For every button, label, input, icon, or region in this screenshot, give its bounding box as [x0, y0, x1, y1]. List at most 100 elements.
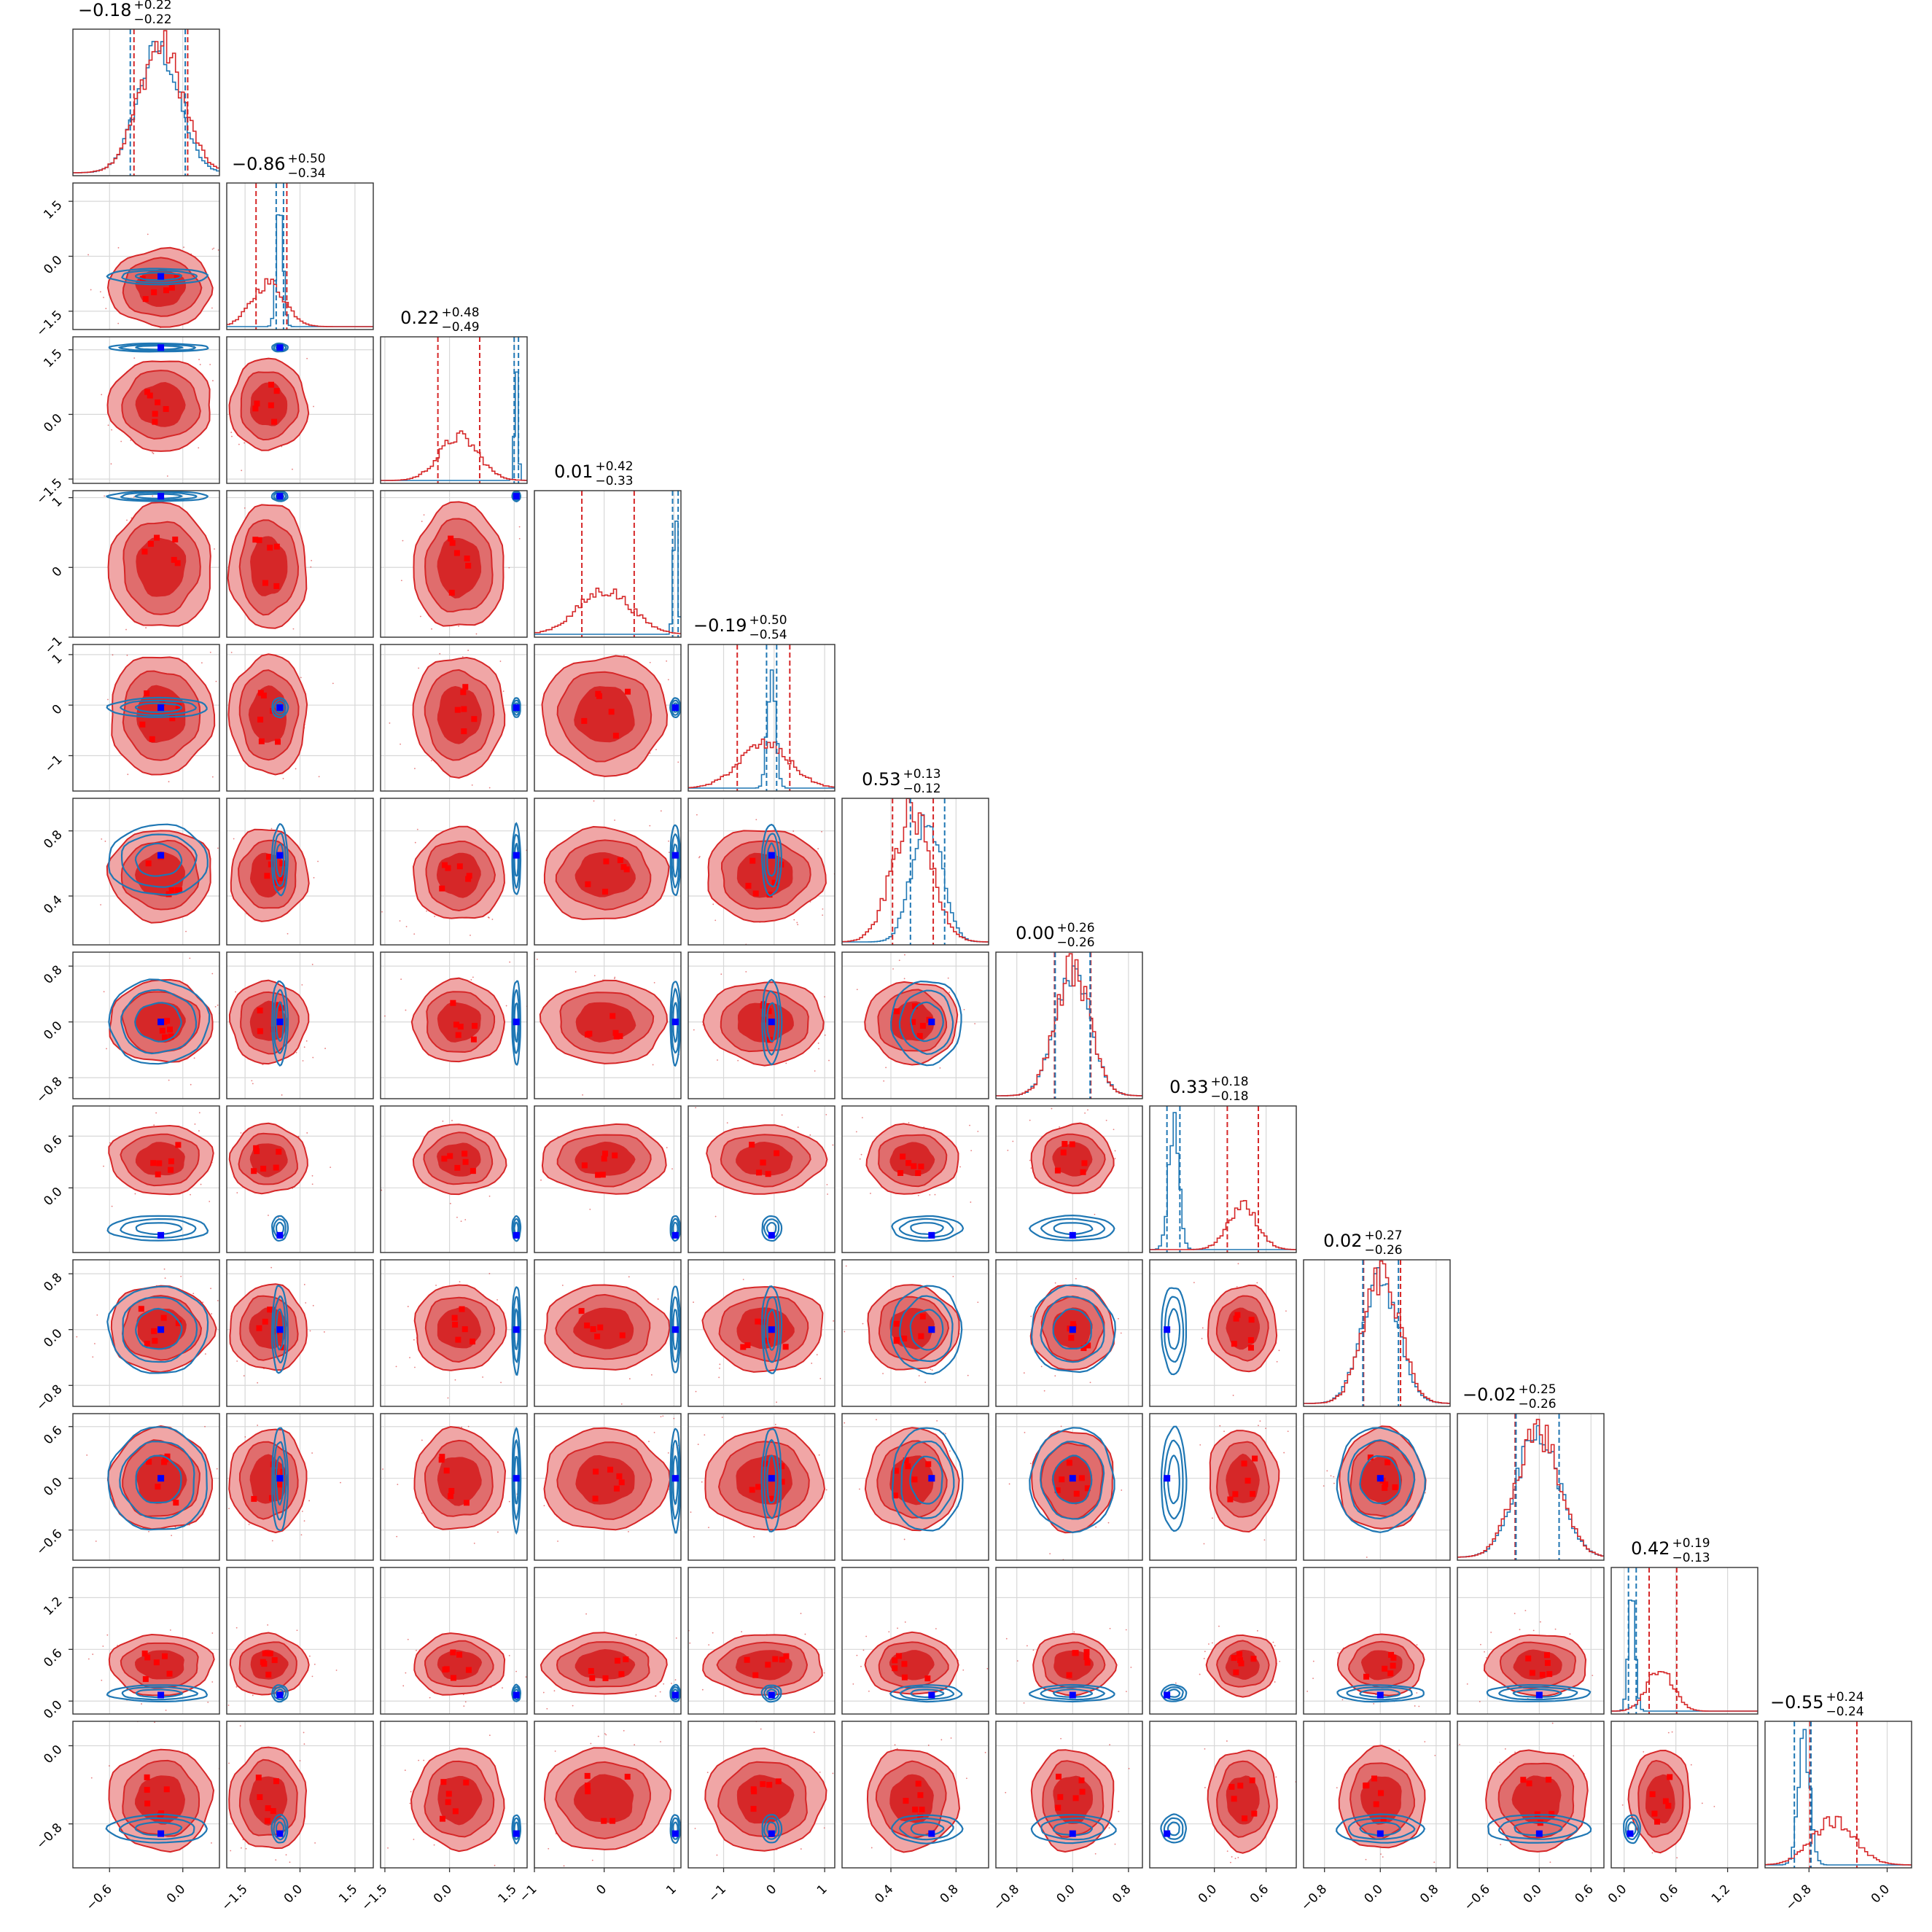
blue-contour [511, 697, 521, 718]
sample-dot [103, 297, 104, 298]
sample-dot [876, 1245, 878, 1247]
red-square-marker [609, 1013, 616, 1019]
sample-dot [461, 1426, 463, 1428]
sample-dot [824, 1034, 826, 1036]
sample-dot [1060, 1425, 1062, 1427]
contour-frame [72, 490, 220, 638]
contour-panel [995, 1259, 1143, 1407]
x-tick-label: −1.5 [359, 1882, 390, 1913]
contour-panel [380, 798, 528, 946]
red-square-marker [260, 692, 267, 698]
sample-dot [185, 930, 187, 932]
red-square-marker [160, 1314, 167, 1321]
sample-dot [400, 978, 402, 981]
panel-title-lower-error: −0.13 [1672, 1551, 1710, 1565]
red-square-marker [618, 1671, 625, 1678]
blue-square-marker [513, 493, 520, 500]
sample-dot [300, 677, 302, 679]
sample-dot [1130, 1667, 1132, 1668]
sample-dot [211, 248, 214, 250]
histogram-frame [1610, 1567, 1758, 1715]
blue-square-marker [768, 1326, 775, 1333]
blue-contour [134, 1821, 183, 1836]
sample-dot [243, 655, 244, 657]
blue-square-marker [1376, 1691, 1384, 1699]
blue-contour [760, 823, 783, 897]
sample-dot [572, 1705, 574, 1707]
sample-dot [198, 1130, 200, 1131]
sample-dot [204, 1425, 206, 1427]
sample-dot [152, 453, 155, 454]
sample-dot [257, 1095, 259, 1097]
blue-histogram [996, 965, 1142, 1097]
blue-contour [271, 342, 289, 353]
sample-dot [819, 1453, 820, 1454]
red-contour-core [437, 1306, 481, 1349]
sample-dot [209, 1459, 211, 1460]
sample-dot [311, 963, 313, 965]
sample-dot [1278, 1349, 1280, 1352]
blue-square-marker [671, 704, 679, 712]
y-tick-label: 1.5 [41, 346, 65, 370]
sample-dot [213, 247, 215, 249]
blue-contour [105, 1813, 208, 1844]
x-tick-label: −1 [517, 1882, 540, 1905]
x-tick-label: 0.8 [1417, 1882, 1441, 1906]
sample-dot [649, 825, 651, 827]
contour-frame [534, 1105, 682, 1253]
contour-panel [226, 951, 374, 1099]
sample-dot [464, 1701, 467, 1703]
sample-dot [472, 976, 474, 978]
sample-dot [225, 1043, 226, 1045]
red-square-marker [1054, 1167, 1061, 1174]
blue-contour [135, 345, 184, 351]
sample-dot [287, 932, 289, 935]
sample-dot [1479, 1701, 1481, 1702]
sample-dot [87, 254, 89, 256]
sample-dot [1005, 1791, 1007, 1793]
contour-frame [380, 1721, 528, 1869]
sample-dot [718, 1376, 720, 1379]
red-square-marker [1231, 1796, 1237, 1802]
red-square-marker [454, 1164, 461, 1171]
sample-dot [384, 1015, 386, 1017]
red-square-marker [461, 706, 467, 712]
sample-dot [832, 1144, 834, 1146]
red-square-marker [755, 1318, 761, 1325]
sample-dot [719, 1363, 721, 1366]
sample-dot [796, 922, 798, 924]
histogram-panel: 0.01 +0.42−0.33 [534, 459, 682, 638]
red-square-marker [1080, 1345, 1087, 1352]
sample-dot [117, 322, 120, 324]
red-square-marker [144, 1774, 150, 1780]
sample-dot [930, 1368, 932, 1371]
red-square-marker [1228, 1783, 1235, 1790]
blue-contour [270, 491, 289, 502]
contour-frame [1610, 1721, 1758, 1869]
blue-contour [671, 1296, 680, 1363]
red-square-marker [155, 1484, 161, 1490]
sample-dot [92, 1654, 94, 1655]
red-square-marker [779, 1463, 785, 1470]
histogram-panel: 0.22 +0.48−0.49 [380, 305, 528, 484]
histogram-frame [1764, 1721, 1912, 1869]
sample-dot [1519, 1629, 1521, 1631]
sample-dot [848, 1013, 849, 1014]
panel-title: 0.33 +0.18−0.18 [1169, 1075, 1249, 1104]
sample-dot [67, 750, 69, 752]
blue-contour [1163, 1817, 1184, 1840]
sample-dot [309, 1330, 311, 1332]
sample-dot [413, 933, 416, 935]
blue-contour [1623, 1814, 1641, 1845]
sample-dot [898, 959, 900, 962]
red-square-marker [603, 858, 609, 865]
sample-dot [301, 984, 303, 986]
sample-dot [488, 1734, 491, 1737]
sample-dot [471, 784, 473, 786]
contour-panel: −0.80.00.8 [34, 951, 226, 1106]
blue-contour [766, 1454, 777, 1504]
red-square-marker [153, 1659, 160, 1666]
sample-dot [1484, 1651, 1485, 1653]
blue-contour [105, 491, 209, 502]
